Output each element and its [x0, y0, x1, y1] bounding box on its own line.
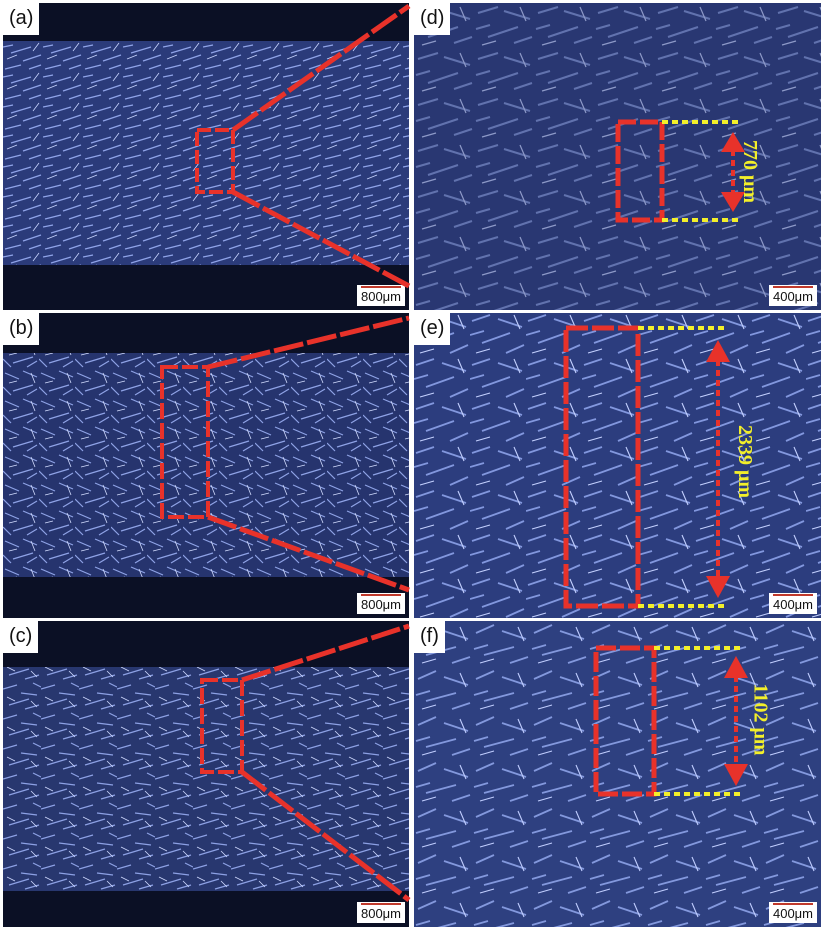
panel-c: (c) 800μm: [3, 621, 409, 927]
scale-text-a: 800μm: [360, 289, 401, 304]
panel-b: (b) 800μm: [3, 313, 409, 618]
scale-text-d: 400μm: [772, 289, 813, 304]
scale-bar-f: 400μm: [768, 902, 817, 923]
scale-text-f: 400μm: [772, 906, 813, 921]
scale-bar-b: 800μm: [356, 593, 405, 614]
panel-label-e: (e): [414, 313, 451, 345]
scale-bar-a: 800μm: [356, 285, 405, 306]
micrograph-b: [3, 313, 409, 618]
measurement-label-d: 770 μm: [739, 140, 761, 203]
micrograph-c: [3, 621, 409, 927]
panel-label-b: (b): [3, 313, 40, 345]
scale-text-b: 800μm: [360, 597, 401, 612]
scale-bar-d: 400μm: [768, 285, 817, 306]
scale-bar-c: 800μm: [356, 902, 405, 923]
panel-a: (a) 800μm: [3, 3, 409, 310]
micrograph-e: [414, 313, 821, 618]
scale-text-c: 800μm: [360, 906, 401, 921]
micrograph-a: [3, 3, 409, 310]
panel-label-d: (d): [414, 3, 451, 35]
measurement-label-f: 1102 μm: [749, 683, 772, 756]
scale-text-e: 400μm: [772, 597, 813, 612]
measurement-label-e: 2339 μm: [734, 425, 756, 498]
panel-label-f: (f): [414, 621, 445, 653]
panel-e: (e) 400μm: [414, 313, 821, 618]
panel-label-c: (c): [3, 621, 39, 653]
micrograph-f: [414, 621, 821, 927]
panel-f: (f) 400μm: [414, 621, 821, 927]
scale-bar-e: 400μm: [768, 593, 817, 614]
panel-label-a: (a): [3, 3, 40, 35]
